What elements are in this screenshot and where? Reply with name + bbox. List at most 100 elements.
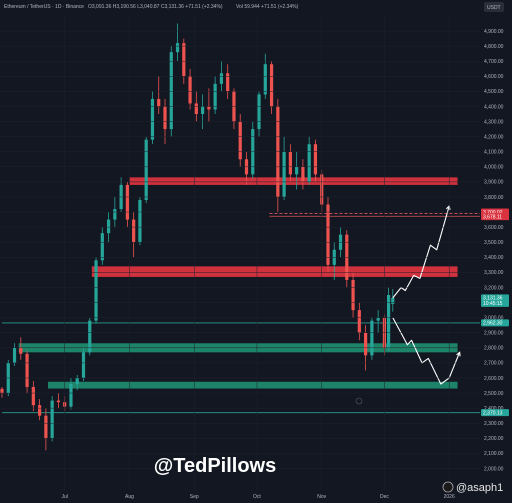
candle: [106, 219, 111, 234]
resistance-zone: [129, 177, 458, 185]
y-tick-label: 3,800.00: [484, 195, 504, 201]
candle: [50, 400, 54, 439]
candle: [163, 106, 167, 130]
y-axis[interactable]: 4,900.00 4,800.00 4,700.00 4,600.00 4,500.00…: [0, 29, 504, 472]
candle: [313, 144, 318, 175]
y-tick-label: 3,900.00: [484, 180, 504, 186]
y-tick-label: 4,900.00: [484, 29, 504, 35]
candle: [370, 320, 374, 356]
y-tick-label: 2,300.00: [484, 421, 504, 427]
x-tick-label: 2026: [444, 494, 455, 500]
arrow-head: [456, 351, 461, 357]
candle: [295, 166, 299, 175]
y-tick-label: 3,000.00: [484, 315, 504, 321]
y-tick-label: 3,500.00: [484, 240, 504, 246]
candle: [188, 76, 192, 104]
y-tick-label: 3,300.00: [484, 270, 504, 276]
y-tick-label: 4,700.00: [484, 59, 504, 65]
candle: [357, 310, 361, 333]
candle: [307, 144, 311, 182]
candle: [38, 405, 42, 416]
candle: [157, 98, 161, 107]
support-zone: [47, 381, 458, 389]
handle-text: @asaph1: [456, 482, 503, 494]
volume-label: Vol 59.944 +71.51 (+2.34%): [236, 4, 299, 10]
candle: [69, 384, 73, 407]
candle: [326, 204, 330, 265]
currency-badge[interactable]: USDT: [484, 2, 504, 12]
candle: [282, 151, 286, 197]
symbol-label: Ethereum / TetherUS · 1D · Binance: [4, 4, 84, 10]
candle: [194, 103, 198, 115]
y-tick-label: 4,500.00: [484, 89, 504, 95]
candle: [207, 106, 211, 110]
candle: [226, 73, 230, 92]
y-tick-label: 3,400.00: [484, 255, 504, 261]
y-tick-label: 4,000.00: [484, 165, 504, 171]
candle: [94, 260, 98, 321]
price-tag: [481, 409, 509, 417]
price-tag-label: 3,131.36: [483, 296, 503, 302]
x-tick-label: Jul: [61, 494, 67, 500]
price-tag-label: 10:45:15: [483, 301, 503, 307]
candle: [75, 377, 79, 385]
handle-avatar-icon: [442, 481, 454, 493]
candle: [175, 43, 180, 53]
y-tick-label: 2,100.00: [484, 451, 504, 457]
watermark-text: @TedPillows: [154, 455, 276, 477]
candle: [238, 121, 242, 160]
projections-layer: [392, 204, 461, 385]
y-tick-label: 2,800.00: [484, 346, 504, 352]
x-axis[interactable]: Jul Aug Sep Oct Nov Dec 2026: [61, 14, 455, 500]
candle: [386, 295, 391, 348]
price-tag-label: 3,700.02: [483, 210, 503, 216]
currency-label: USDT: [487, 5, 501, 11]
ohlc-label: O3,091.36 H3,190.56 L3,040.87 C3,131.36 …: [88, 4, 223, 10]
candle: [263, 64, 267, 95]
chart-header: Ethereum / TetherUS · 1D · Binance O3,09…: [4, 4, 299, 10]
candle: [125, 184, 129, 220]
x-tick-label: Aug: [125, 494, 134, 500]
candle: [288, 151, 292, 175]
price-tag: [481, 319, 509, 327]
y-tick-label: 3,200.00: [484, 285, 504, 291]
x-tick-label: Dec: [380, 494, 389, 500]
candle: [269, 64, 274, 107]
y-tick-label: 2,200.00: [484, 436, 504, 442]
x-tick-label: Sep: [190, 494, 199, 500]
candle: [19, 347, 23, 354]
candle: [44, 415, 48, 439]
candle: [213, 83, 217, 110]
candle: [138, 199, 142, 243]
resistance-zone: [91, 266, 458, 277]
lines-layer: [2, 213, 480, 414]
candle: [0, 388, 4, 394]
y-tick-label: 4,200.00: [484, 134, 504, 140]
candle: [25, 353, 29, 388]
candle: [81, 352, 86, 378]
y-tick-label: 2,900.00: [484, 331, 504, 337]
tradingview-logo-icon: [355, 397, 363, 405]
candle: [201, 106, 205, 115]
y-tick-label: 4,100.00: [484, 150, 504, 156]
candle: [301, 166, 305, 182]
candle: [257, 94, 261, 130]
price-tag: [481, 299, 509, 307]
y-tick-label: 4,800.00: [484, 44, 504, 50]
y-tick-label: 3,600.00: [484, 225, 504, 231]
projection-arrow: [392, 205, 450, 299]
x-tick-label: Nov: [317, 494, 326, 500]
price-tag-label: 3,678.11: [483, 214, 502, 220]
price-tag-label: 2,370.13: [483, 410, 503, 416]
price-tag: [481, 213, 509, 221]
candle: [100, 233, 104, 261]
candle: [144, 139, 148, 200]
candle: [113, 209, 117, 220]
price-tag-label: 2,962.30: [483, 321, 503, 327]
y-tick-label: 4,400.00: [484, 104, 504, 110]
candle: [364, 332, 368, 356]
candle: [219, 73, 224, 84]
y-tick-label: 4,300.00: [484, 119, 504, 125]
